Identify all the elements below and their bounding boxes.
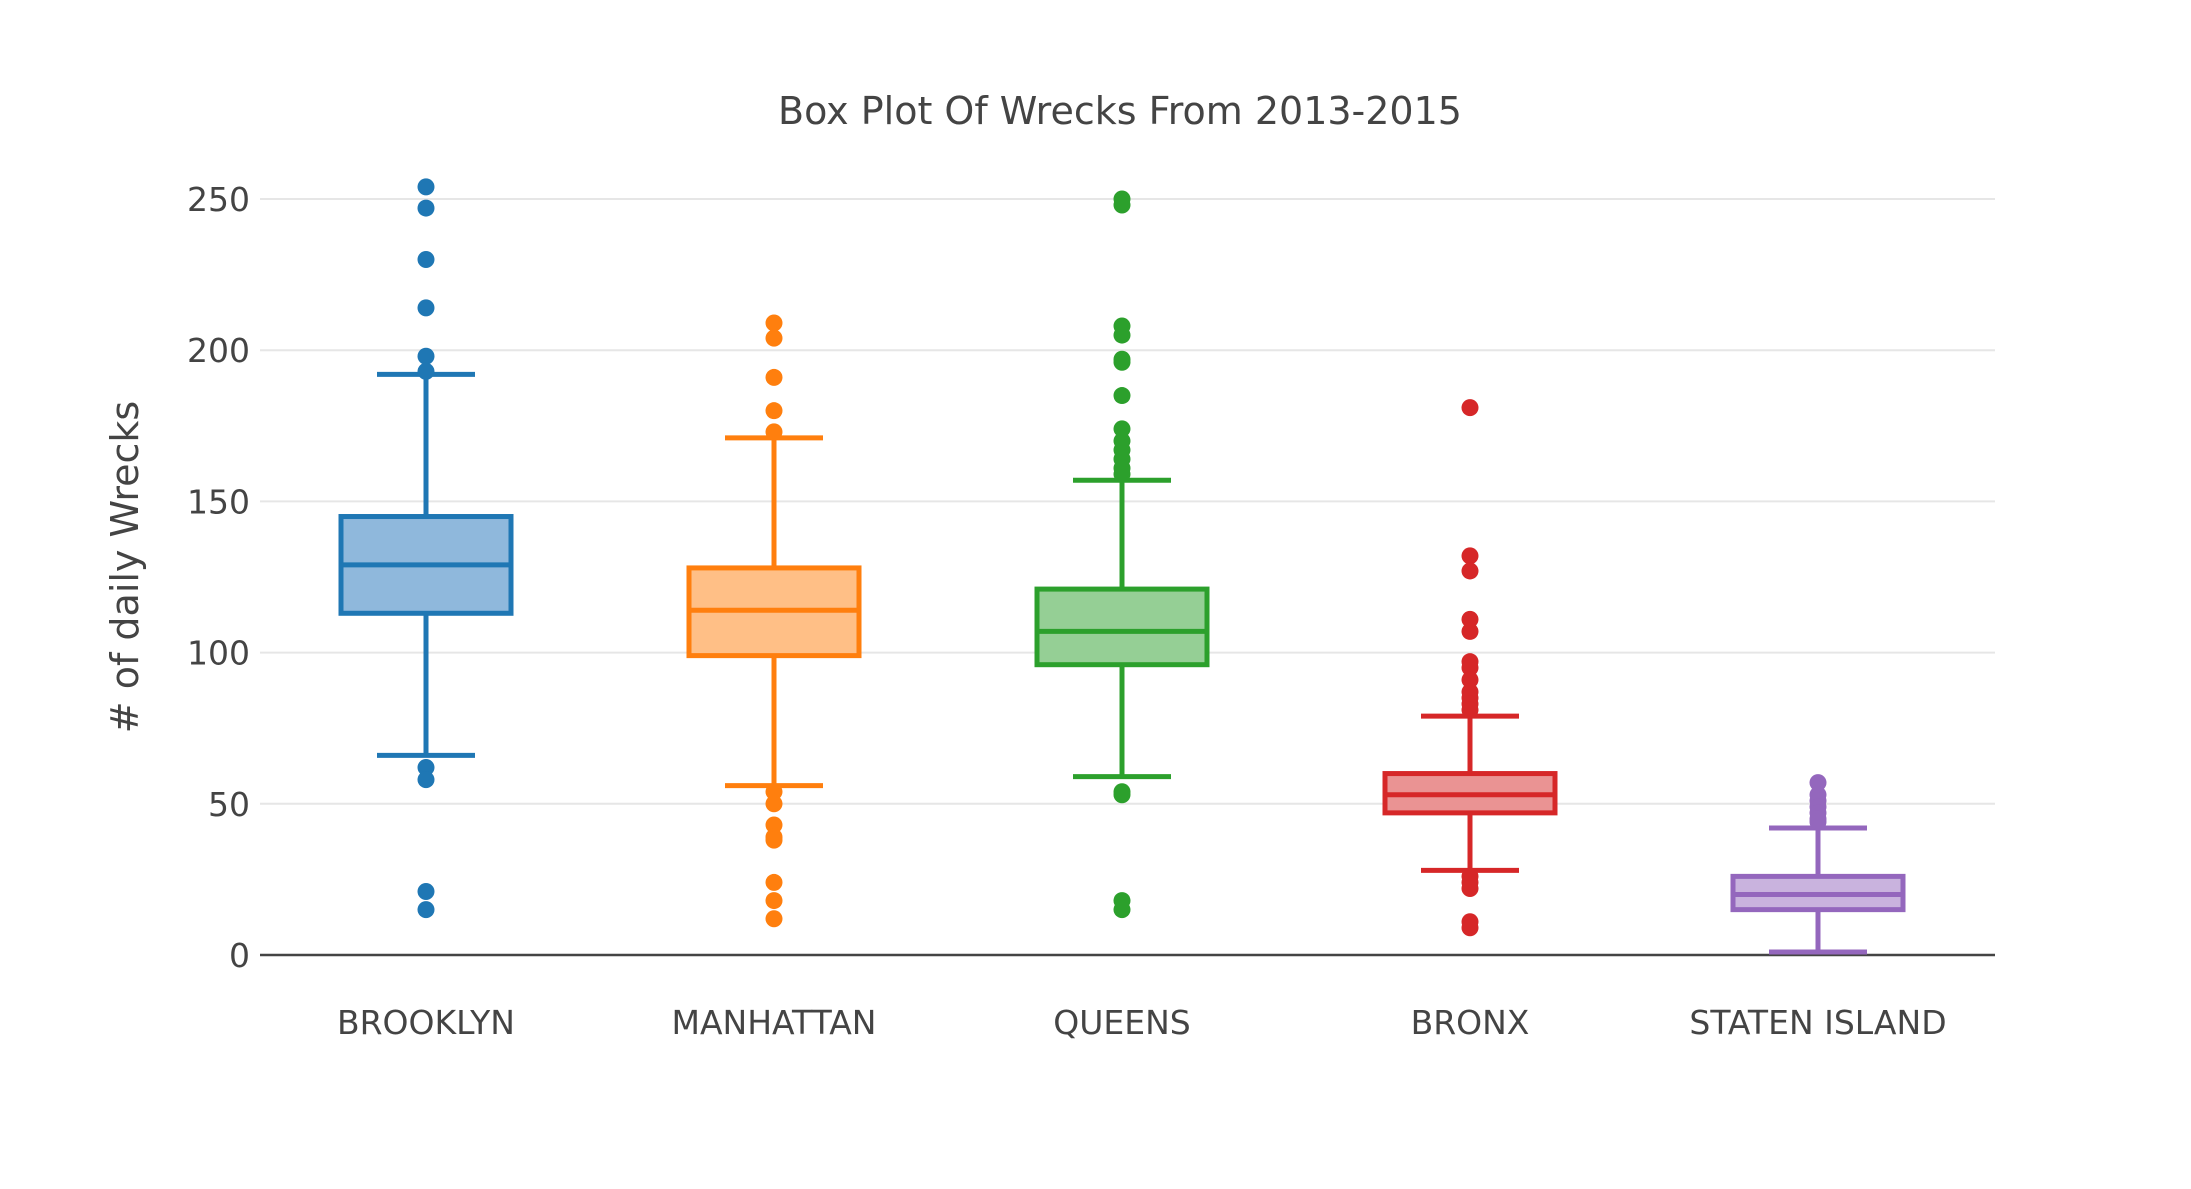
x-tick-label: STATEN ISLAND (1689, 1003, 1946, 1042)
x-tick-label: BRONX (1411, 1003, 1530, 1042)
y-tick-label: 150 (187, 482, 250, 521)
outlier-point (1461, 622, 1479, 640)
outlier-point (1113, 420, 1131, 438)
outlier-point (417, 882, 435, 900)
y-tick-label: 0 (229, 936, 250, 975)
x-tick-label: QUEENS (1053, 1003, 1190, 1042)
outlier-point (1113, 196, 1131, 214)
outlier-point (765, 423, 783, 441)
outlier-point (1461, 879, 1479, 897)
box-bronx (1382, 399, 1558, 937)
y-tick-label: 200 (187, 331, 250, 370)
outlier-point (1113, 387, 1131, 405)
outlier-point (765, 873, 783, 891)
outlier-point (765, 910, 783, 928)
y-tick-label: 50 (208, 785, 250, 824)
outlier-point (765, 329, 783, 347)
outlier-point (1113, 901, 1131, 919)
box-manhattan (686, 314, 862, 928)
outlier-point (417, 362, 435, 380)
outlier-point (1461, 701, 1479, 719)
x-axis-ticks: BROOKLYN MANHATTAN QUEENS BRONX STATEN ISLAN… (337, 1003, 1947, 1042)
outlier-point (1113, 786, 1131, 804)
outlier-point (417, 178, 435, 196)
outlier-point (417, 299, 435, 317)
x-tick-label: BROOKLYN (337, 1003, 515, 1042)
box-iqr (1034, 586, 1210, 668)
outlier-point (765, 816, 783, 834)
x-tick-label: MANHATTAN (672, 1003, 877, 1042)
box-queens (1034, 190, 1210, 919)
y-tick-label: 250 (187, 180, 250, 219)
outlier-point (765, 783, 783, 801)
outlier-point (1461, 659, 1479, 677)
chart-title: Box Plot Of Wrecks From 2013-2015 (778, 89, 1462, 133)
outlier-point (417, 199, 435, 217)
y-axis-ticks: 0 50 100 150 200 250 (187, 180, 250, 975)
box-staten-island (1730, 774, 1906, 955)
outlier-point (417, 901, 435, 919)
boxes (338, 178, 1906, 955)
outlier-point (765, 795, 783, 813)
outlier-point (1461, 671, 1479, 689)
outlier-point (417, 771, 435, 789)
y-tick-label: 100 (187, 634, 250, 673)
outlier-point (417, 347, 435, 365)
outlier-point (1461, 562, 1479, 580)
box-brooklyn (338, 178, 514, 919)
outlier-point (1461, 399, 1479, 417)
outlier-point (765, 892, 783, 910)
outlier-point (1461, 610, 1479, 628)
outlier-point (1461, 547, 1479, 565)
outlier-point (1113, 465, 1131, 483)
outlier-point (1113, 353, 1131, 371)
outlier-point (417, 250, 435, 268)
outlier-point (1113, 326, 1131, 344)
y-axis-label: # of daily Wrecks (103, 401, 147, 733)
outlier-point (417, 759, 435, 777)
outlier-point (765, 831, 783, 849)
outlier-point (1809, 774, 1827, 792)
outlier-point (765, 402, 783, 420)
outlier-point (765, 368, 783, 386)
outlier-point (765, 314, 783, 332)
outlier-point (1809, 813, 1827, 831)
gridlines (260, 198, 1995, 805)
outlier-point (1461, 919, 1479, 937)
